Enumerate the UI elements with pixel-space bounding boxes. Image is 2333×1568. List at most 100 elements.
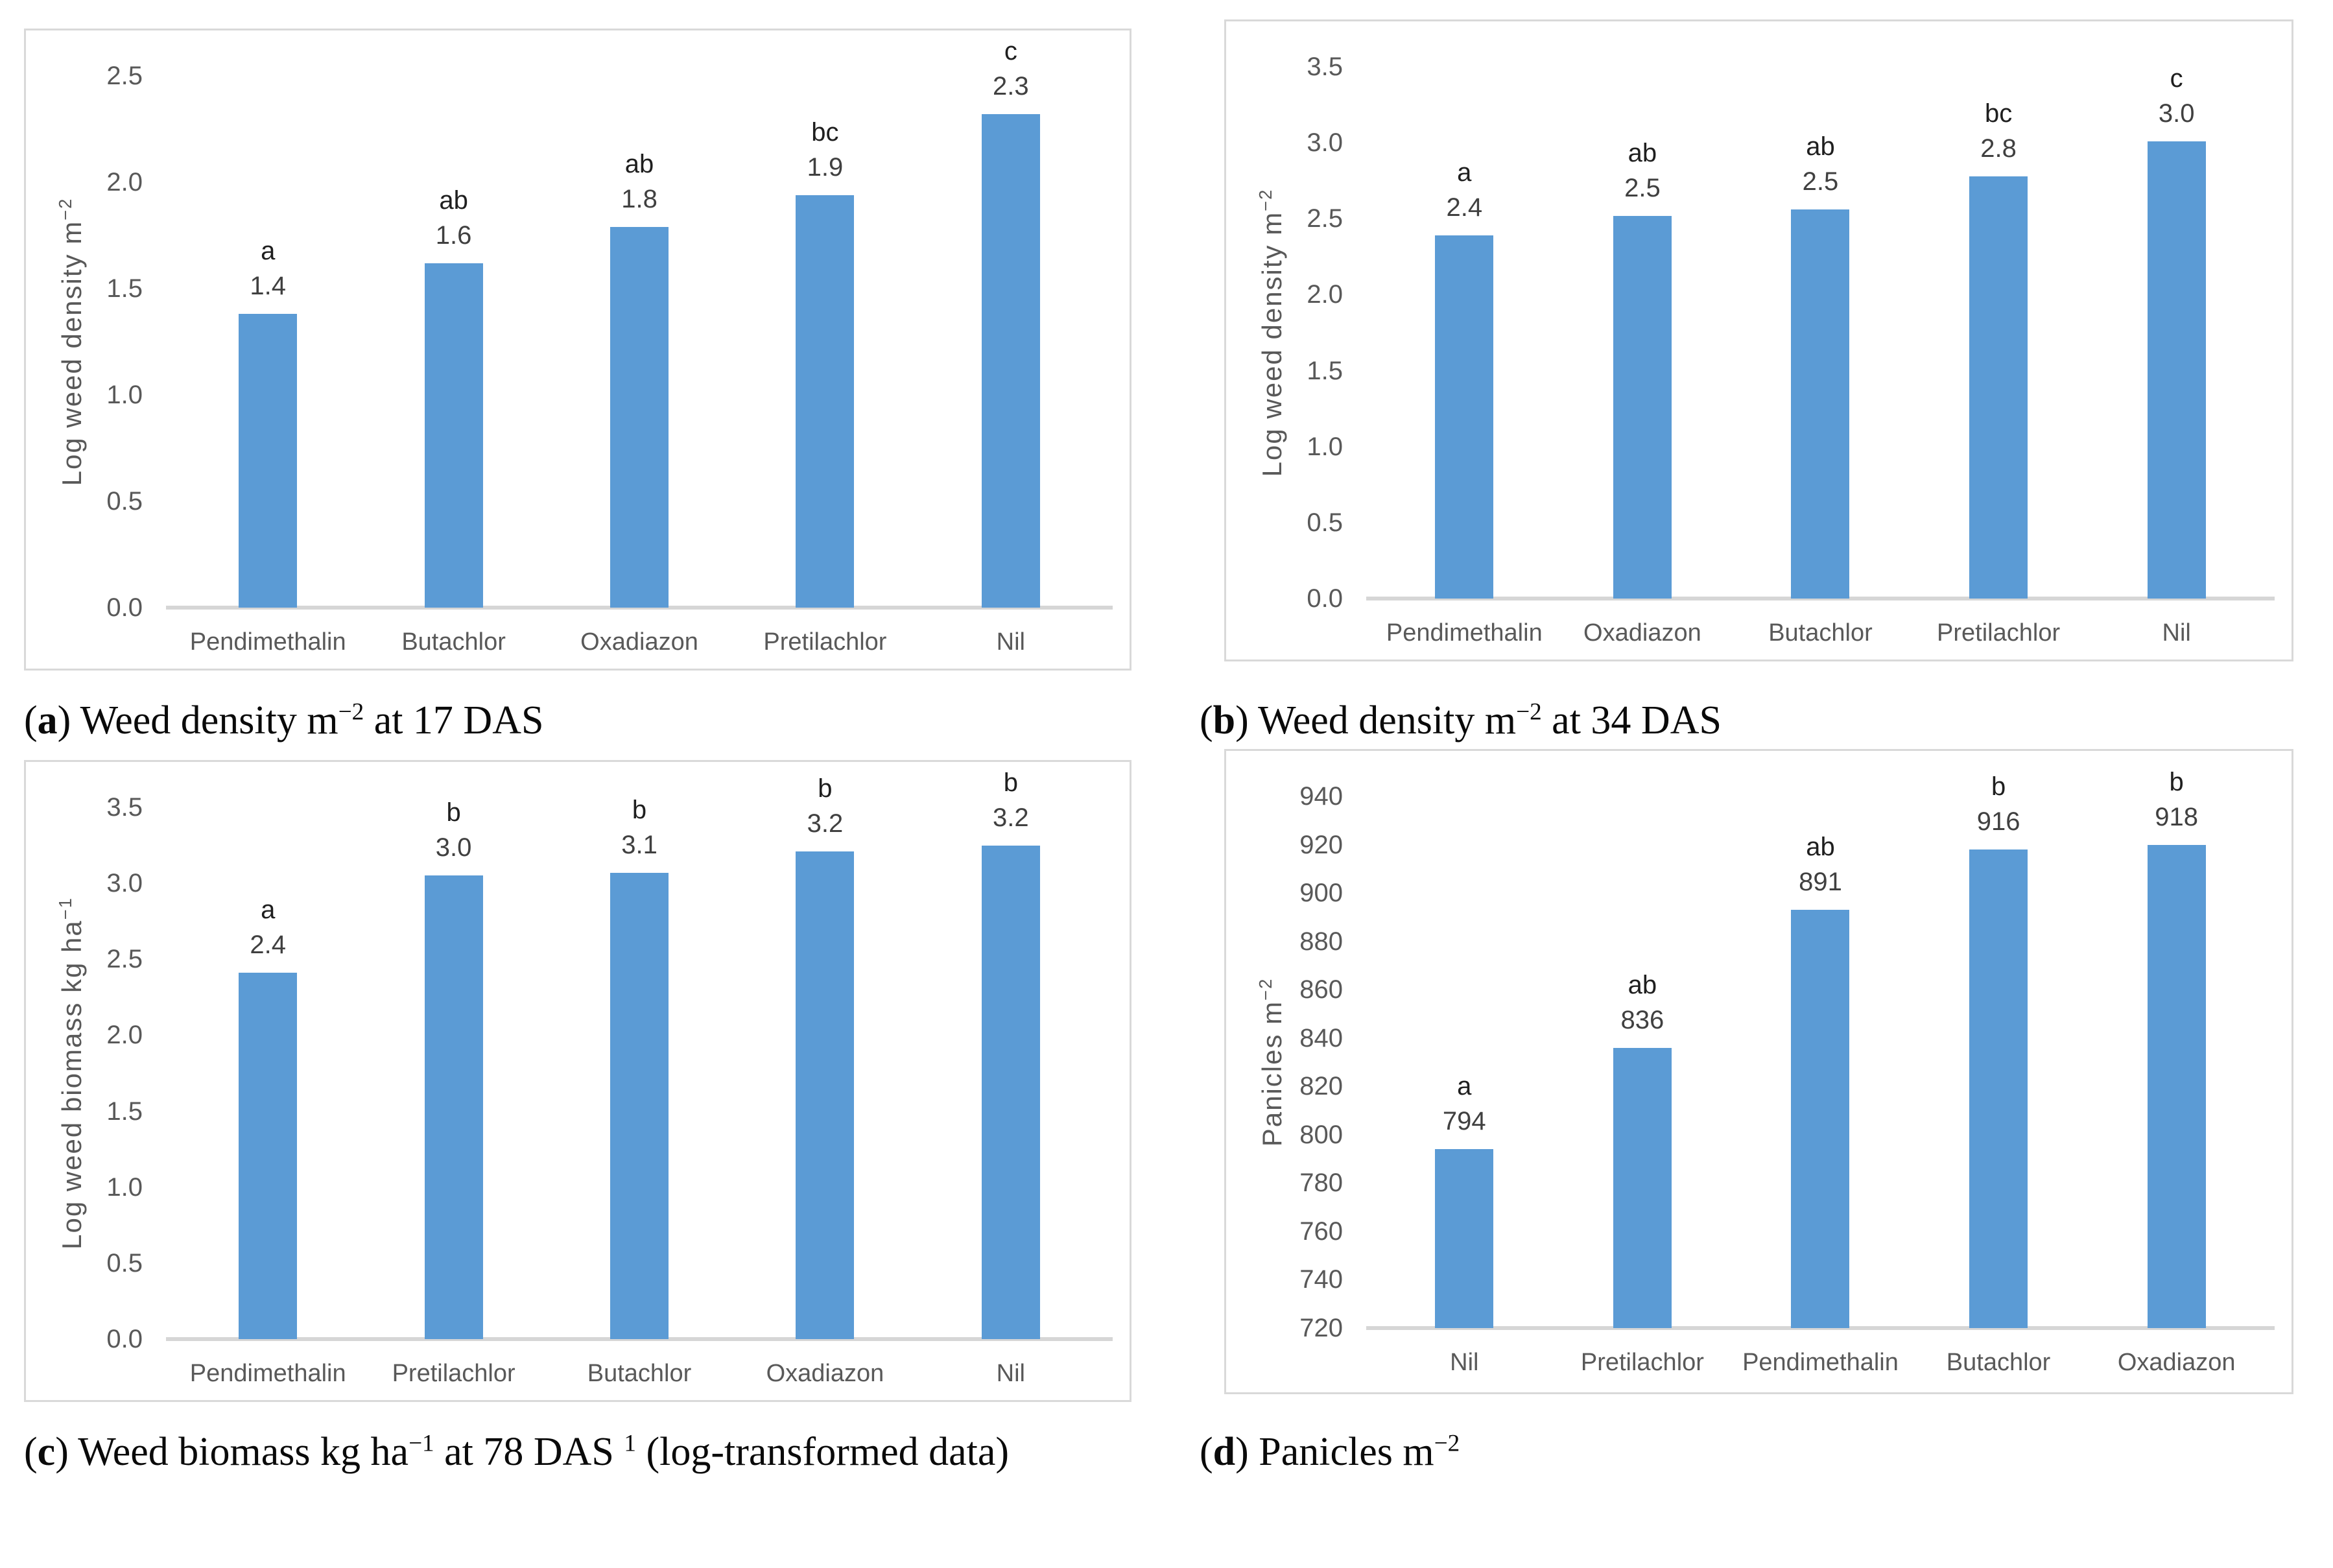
y-tick-label: 0.5 xyxy=(106,487,143,516)
category-label: Pendimethalin xyxy=(189,628,346,656)
bar-nil xyxy=(1435,1149,1494,1328)
chart-panel-c: Log weed biomass kg ha−1 3.5 3.0 2.5 2.0 1.5… xyxy=(24,760,1131,1402)
category-label: Oxadiazon xyxy=(580,628,698,656)
bar-slot: a 794 xyxy=(1375,796,1554,1328)
plot-area: a 2.4 ab 2.5 ab 2.5 bc 2.8 c 3.0 xyxy=(1366,64,2275,600)
bar-slot: ab 1.8 xyxy=(547,76,732,608)
bar-label-group: a 2.4 xyxy=(158,892,378,962)
bar-slot: b 3.2 xyxy=(732,774,918,1339)
bar-slot: ab 1.6 xyxy=(361,76,546,608)
y-tick-label: 800 xyxy=(1299,1120,1343,1149)
significance-letter: a xyxy=(261,896,276,925)
y-axis: 2.5 2.0 1.5 1.0 0.5 0.0 xyxy=(26,30,143,669)
bar-label-group: bc 1.9 xyxy=(715,115,935,185)
caption-panel-b: (b) Weed density m−2 at 34 DAS xyxy=(1200,698,1722,742)
y-tick-label: 760 xyxy=(1299,1217,1343,1246)
plot-area: a 1.4 ab 1.6 ab 1.8 bc 1.9 c 2.3 xyxy=(166,37,1113,610)
category-label: Pendimethalin xyxy=(189,1360,346,1387)
bar-slot: ab 2.5 xyxy=(1731,67,1910,599)
bar-value-label: 2.8 xyxy=(1980,134,2017,163)
y-axis: 3.5 3.0 2.5 2.0 1.5 1.0 0.5 0.0 xyxy=(1226,21,1343,659)
significance-letter: a xyxy=(1457,158,1472,187)
bar-label-group: a 1.4 xyxy=(158,233,378,303)
caption-panel-d: (d) Panicles m−2 xyxy=(1200,1430,1460,1474)
bar-slot: b 918 xyxy=(2087,768,2266,1328)
y-tick-label: 1.5 xyxy=(1307,356,1343,385)
significance-letter: ab xyxy=(1806,132,1835,161)
bar-value-label: 1.6 xyxy=(435,220,472,250)
y-tick-label: 1.0 xyxy=(1307,432,1343,461)
bar-value-label: 1.9 xyxy=(807,152,844,182)
y-tick-label: 1.5 xyxy=(106,1097,143,1126)
bar-value-label: 2.5 xyxy=(1624,173,1661,202)
significance-letter: c xyxy=(2170,64,2183,93)
bar-oxadiazon xyxy=(2147,844,2206,1328)
bar-value-label: 2.5 xyxy=(1802,167,1839,196)
y-tick-label: 2.0 xyxy=(106,1021,143,1050)
bar-label-group: ab 891 xyxy=(1710,829,1930,899)
y-tick-label: 0.0 xyxy=(1307,584,1343,613)
chart-panel-b: Log weed density m−2 3.5 3.0 2.5 2.0 1.5 1.0 0… xyxy=(1224,19,2293,661)
significance-letter: ab xyxy=(439,185,468,215)
plot-area: a 2.4 b 3.0 b 3.1 b 3.2 b 3.2 xyxy=(166,768,1113,1341)
y-tick-label: 0.0 xyxy=(106,593,143,622)
bar-label-group: ab 2.5 xyxy=(1710,129,1930,199)
bar-label-group: a 2.4 xyxy=(1354,155,1574,225)
bar-label-group: b 916 xyxy=(1888,769,2109,839)
bar-nil xyxy=(981,114,1040,608)
y-axis: 940 920 900 880 860 840 820 800 780 760 740 720 xyxy=(1226,751,1343,1392)
bar-label-group: b 3.1 xyxy=(529,792,750,862)
bar-oxadiazon xyxy=(796,851,855,1339)
category-label: Pretilachlor xyxy=(1937,619,2061,647)
bar-value-label: 794 xyxy=(1442,1107,1486,1136)
chart-panel-a: Log weed density m−2 2.5 2.0 1.5 1.0 0.5 0.0 … xyxy=(24,29,1131,671)
plot-area: a 794 ab 836 ab 891 b 916 b 918 xyxy=(1366,768,2275,1330)
caption-panel-a: (a) Weed density m−2 at 17 DAS xyxy=(24,698,544,742)
x-axis-category-labels: Pendimethalin Pretilachlor Butachlor Oxadia… xyxy=(175,1360,1104,1388)
significance-letter: ab xyxy=(1806,833,1835,862)
bar-nil xyxy=(2147,141,2206,599)
bar-oxadiazon xyxy=(1613,215,1672,599)
bar-label-group: b 3.0 xyxy=(344,795,564,865)
category-label: Pretilachlor xyxy=(1580,1349,1704,1376)
y-tick-label: 720 xyxy=(1299,1314,1343,1342)
bar-label-group: bc 2.8 xyxy=(1888,96,2109,166)
bar-value-label: 3.2 xyxy=(807,809,844,838)
y-tick-label: 1.0 xyxy=(106,1172,143,1202)
category-label: Nil xyxy=(1450,1349,1479,1376)
bar-slot: a 1.4 xyxy=(175,76,361,608)
y-tick-label: 920 xyxy=(1299,830,1343,859)
y-tick-label: 1.0 xyxy=(106,381,143,409)
bar-label-group: c 3.0 xyxy=(2067,61,2287,131)
y-tick-label: 3.5 xyxy=(106,793,143,822)
category-label: Pendimethalin xyxy=(1742,1349,1899,1376)
category-label: Nil xyxy=(996,628,1025,656)
bar-slot: c 2.3 xyxy=(918,37,1104,608)
category-label: Oxadiazon xyxy=(2117,1349,2236,1376)
bar-pendimethalin xyxy=(1435,235,1494,599)
bar-pendimethalin xyxy=(239,973,298,1339)
y-tick-label: 2.0 xyxy=(1307,280,1343,309)
x-axis-category-labels: Nil Pretilachlor Pendimethalin Butachlor Oxa… xyxy=(1375,1349,2266,1377)
y-tick-label: 3.5 xyxy=(1307,53,1343,81)
category-label: Pretilachlor xyxy=(763,628,887,656)
y-tick-label: 880 xyxy=(1299,927,1343,956)
significance-letter: b xyxy=(632,795,647,824)
bar-pendimethalin xyxy=(1791,910,1850,1328)
bar-label-group: ab 1.8 xyxy=(529,147,750,217)
significance-letter: ab xyxy=(1628,138,1657,167)
bar-slot: bc 2.8 xyxy=(1910,67,2088,599)
category-label: Butachlor xyxy=(401,628,506,656)
bar-value-label: 1.4 xyxy=(250,272,286,301)
bar-slot: ab 2.5 xyxy=(1554,67,1732,599)
bar-slot: b 3.0 xyxy=(361,798,546,1339)
bar-value-label: 3.0 xyxy=(435,833,472,862)
bar-slot: bc 1.9 xyxy=(732,76,918,608)
bar-label-group: c 2.3 xyxy=(901,34,1121,104)
bar-oxadiazon xyxy=(610,226,669,608)
x-axis-category-labels: Pendimethalin Oxadiazon Butachlor Pretilach… xyxy=(1375,619,2266,647)
y-tick-label: 940 xyxy=(1299,782,1343,811)
bar-label-group: ab 2.5 xyxy=(1532,136,1753,206)
y-tick-label: 900 xyxy=(1299,879,1343,908)
bar-value-label: 918 xyxy=(2155,802,2199,831)
